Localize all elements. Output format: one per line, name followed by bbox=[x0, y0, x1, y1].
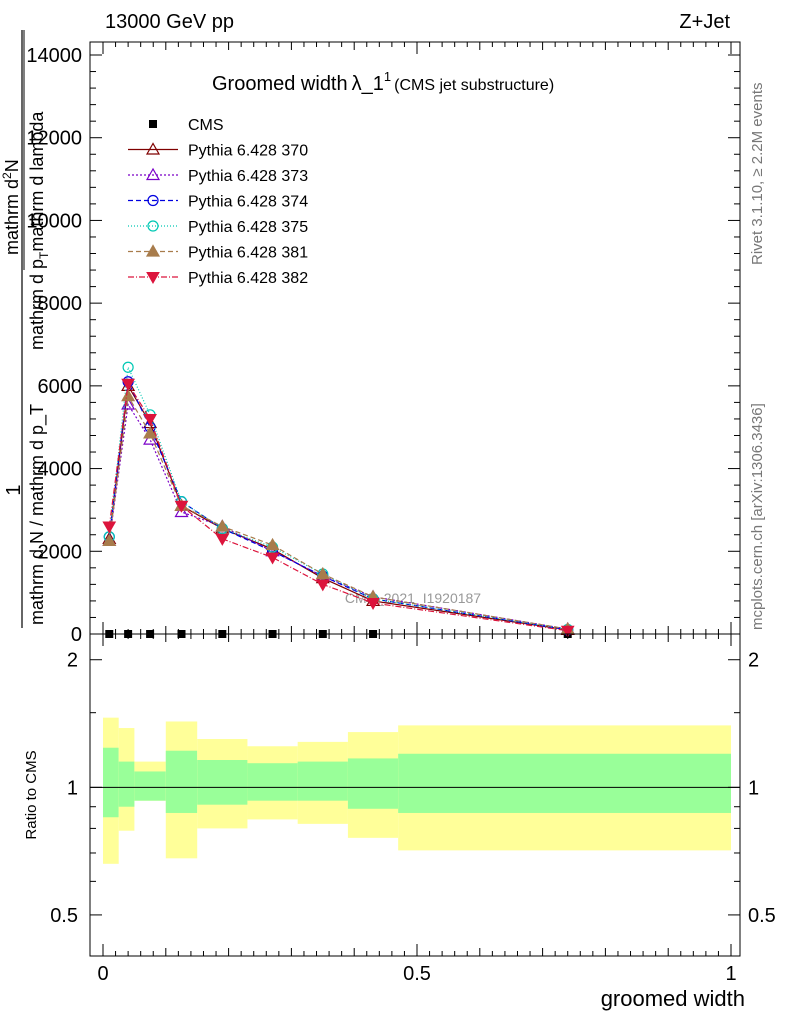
legend-label: CMS bbox=[188, 117, 224, 134]
ratio-y-tick-label-right: 1 bbox=[748, 777, 759, 799]
legend-marker bbox=[145, 244, 161, 257]
ratio-band-inner bbox=[197, 760, 248, 805]
legend-label: Pythia 6.428 381 bbox=[188, 245, 308, 262]
ratio-y-tick-label: 1 bbox=[67, 777, 78, 799]
mc-point bbox=[215, 519, 230, 532]
legend-item: Pythia 6.428 370 bbox=[128, 142, 308, 160]
x-tick-label: 1 bbox=[725, 963, 736, 985]
mc-point bbox=[174, 500, 189, 513]
x-tick-label: 0.5 bbox=[403, 963, 431, 985]
mc-point bbox=[121, 378, 135, 391]
series-1 bbox=[102, 378, 575, 635]
ratio-band-inner bbox=[297, 761, 348, 801]
ratio-band-inner bbox=[165, 750, 198, 813]
legend-marker bbox=[146, 272, 160, 285]
main-y-label: 1 mathrm d N / mathrm d p_T mathrm d2N m… bbox=[0, 30, 51, 628]
ratio-band-inner bbox=[347, 758, 399, 809]
series-5 bbox=[102, 388, 575, 635]
ratio-band-inner bbox=[247, 763, 298, 801]
legend-label: Pythia 6.428 374 bbox=[188, 194, 308, 211]
legend-item: Pythia 6.428 375 bbox=[128, 219, 308, 236]
legend: CMS Pythia 6.428 370 Pythia 6.428 373 Pythi… bbox=[128, 117, 308, 287]
mc-point bbox=[215, 533, 230, 546]
ratio-band-inner bbox=[398, 753, 731, 813]
main-y-tick-label: 8000 bbox=[38, 293, 83, 315]
legend-label: Pythia 6.428 382 bbox=[188, 270, 308, 287]
mc-point bbox=[265, 552, 280, 565]
chart-title: Groomed width λ_11(CMS jet substructure) bbox=[212, 69, 554, 95]
legend-marker bbox=[149, 120, 157, 128]
ratio-y-tick-label-right: 0.5 bbox=[748, 905, 776, 927]
legend-label: Pythia 6.428 370 bbox=[188, 143, 308, 160]
ratio-bands bbox=[103, 717, 731, 864]
legend-item: CMS bbox=[149, 117, 224, 134]
main-y-tick-label: 2000 bbox=[38, 541, 83, 563]
legend-item: Pythia 6.428 373 bbox=[128, 167, 308, 185]
y-label-numerator: 1 bbox=[3, 484, 25, 495]
legend-item: Pythia 6.428 374 bbox=[128, 194, 308, 211]
ratio-y-tick-label-right: 2 bbox=[748, 650, 759, 672]
legend-marker bbox=[145, 142, 161, 155]
ratio-band-inner bbox=[134, 771, 166, 801]
ratio-band-inner bbox=[118, 761, 135, 807]
main-y-tick-label: 10000 bbox=[26, 210, 82, 232]
main-y-tick-label: 6000 bbox=[38, 376, 83, 398]
x-tick-label: 0 bbox=[97, 963, 108, 985]
mc-point bbox=[174, 504, 189, 518]
y-label-frac-denominator: mathrm d pTmathrm d lambda bbox=[27, 111, 51, 350]
ratio-y-ticks: 0.5 0.5 1 1 2 2 bbox=[50, 650, 776, 927]
main-y-ticks: 0 2000 4000 6000 8000 10000 12000 14000 bbox=[26, 45, 740, 646]
mc-point bbox=[102, 533, 117, 547]
legend-marker bbox=[145, 167, 161, 181]
rivet-label: Rivet 3.1.10, ≥ 2.2M events bbox=[749, 83, 766, 266]
mcplots-label: mcplots.cern.ch [arXiv:1306.3436] bbox=[749, 403, 766, 630]
y-label-denominator: mathrm d N / mathrm d p_T bbox=[27, 404, 48, 625]
mc-point bbox=[560, 625, 575, 638]
series-layer bbox=[102, 361, 575, 638]
ratio-band-inner bbox=[103, 747, 119, 818]
mc-point bbox=[143, 413, 157, 426]
mc-point bbox=[265, 537, 280, 551]
ratio-y-label: Ratio to CMS bbox=[23, 750, 40, 839]
series-6 bbox=[102, 378, 575, 638]
ratio-y-tick-label: 2 bbox=[67, 650, 78, 672]
ratio-frame bbox=[89, 633, 741, 957]
legend-label: Pythia 6.428 375 bbox=[188, 219, 308, 236]
legend-item: Pythia 6.428 381 bbox=[128, 244, 308, 262]
mc-point bbox=[315, 566, 330, 580]
series-4 bbox=[103, 361, 574, 636]
mc-point bbox=[122, 361, 134, 373]
mc-point bbox=[102, 521, 117, 534]
ratio-y-tick-label: 0.5 bbox=[50, 905, 78, 927]
mc-point bbox=[315, 579, 330, 592]
main-x-ticks bbox=[102, 42, 732, 634]
series-2 bbox=[102, 397, 575, 635]
ratio-x-ticks: 0 0.5 1 bbox=[97, 634, 737, 985]
main-y-tick-label: 0 bbox=[71, 624, 82, 646]
legend-label: Pythia 6.428 373 bbox=[188, 168, 308, 185]
main-y-tick-label: 4000 bbox=[38, 459, 83, 481]
legend-marker bbox=[147, 194, 159, 207]
legend-marker bbox=[147, 220, 159, 232]
mc-point bbox=[143, 426, 158, 439]
y-label-frac-numerator: mathrm d2N bbox=[0, 159, 22, 255]
mc-point bbox=[121, 388, 136, 402]
x-axis-label: groomed width bbox=[601, 986, 745, 1011]
ratio-panel: 0.5 0.51 12 2 0 0.5 1 Ratio to CMS groomed wi… bbox=[23, 633, 776, 1011]
legend-item: Pythia 6.428 382 bbox=[128, 270, 308, 287]
header-left: 13000 GeV pp bbox=[105, 11, 234, 33]
main-y-tick-label: 14000 bbox=[26, 45, 82, 67]
mc-point bbox=[366, 597, 380, 610]
series-3 bbox=[103, 376, 574, 636]
header-right: Z+Jet bbox=[679, 11, 730, 33]
main-y-tick-label: 12000 bbox=[26, 128, 82, 150]
